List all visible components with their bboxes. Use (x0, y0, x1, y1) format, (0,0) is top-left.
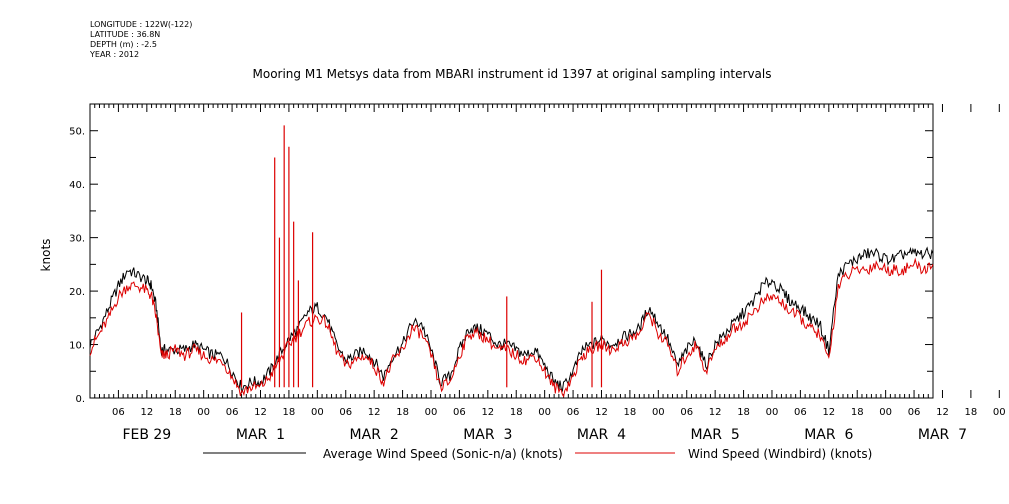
series-line-0 (89, 246, 934, 395)
x-tick-label: 12 (481, 407, 494, 418)
x-day-label: MAR 6 (804, 427, 853, 443)
x-day-label: MAR 2 (350, 427, 399, 443)
x-tick-label: 00 (879, 407, 892, 418)
x-day-label: MAR 3 (463, 427, 512, 443)
x-tick-label: 06 (680, 407, 693, 418)
y-tick-label: 10. (69, 341, 85, 352)
x-tick-label: 00 (311, 407, 324, 418)
y-tick-label: 20. (69, 287, 85, 298)
latitude-label: LATITUDE : 36.8N (90, 30, 161, 39)
legend-label: Wind Speed (Windbird) (knots) (688, 447, 872, 461)
x-day-label: MAR 4 (577, 427, 626, 443)
x-tick-label: 00 (538, 407, 551, 418)
x-tick-label: 18 (283, 407, 296, 418)
axis-labels: 06 12 18 00 06 12 18 00 06 12 18 00 06 12 18 00 06 12 18 00… (69, 127, 1006, 443)
x-tick-label: 12 (140, 407, 153, 418)
x-tick-label: 06 (453, 407, 466, 418)
legend-label: Average Wind Speed (Sonic-n/a) (knots) (323, 447, 563, 461)
y-tick-label: 40. (69, 180, 85, 191)
year-label: YEAR : 2012 (90, 50, 140, 59)
x-day-label: FEB 29 (122, 427, 171, 443)
x-tick-label: 18 (737, 407, 750, 418)
x-tick-label: 18 (510, 407, 523, 418)
depth-label: DEPTH (m) : -2.5 (90, 40, 157, 49)
y-axis-title: knots (39, 239, 53, 272)
x-tick-label: 12 (368, 407, 381, 418)
x-day-label: MAR 1 (236, 427, 285, 443)
longitude-label: LONGITUDE : 122W(-122) (90, 20, 193, 29)
x-tick-label: 06 (112, 407, 125, 418)
series-line-1 (89, 257, 934, 398)
x-tick-label: 12 (936, 407, 949, 418)
series-layer (89, 125, 934, 398)
chart-title: Mooring M1 Metsys data from MBARI instru… (252, 67, 772, 81)
x-tick-label: 00 (766, 407, 779, 418)
x-tick-label: 00 (652, 407, 665, 418)
station-metadata: LONGITUDE : 122W(-122) LATITUDE : 36.8N … (90, 20, 192, 60)
x-tick-label: 06 (226, 407, 239, 418)
y-tick-label: 30. (69, 234, 85, 245)
x-tick-label: 18 (851, 407, 864, 418)
x-tick-label: 18 (965, 407, 978, 418)
x-tick-label: 12 (709, 407, 722, 418)
x-tick-label: 18 (169, 407, 182, 418)
x-tick-label: 12 (595, 407, 608, 418)
x-tick-label: 06 (339, 407, 352, 418)
x-day-label: MAR 5 (691, 427, 740, 443)
x-tick-label: 06 (567, 407, 580, 418)
x-tick-label: 00 (993, 407, 1006, 418)
x-tick-label: 00 (197, 407, 210, 418)
x-tick-label: 06 (794, 407, 807, 418)
y-tick-label: 0. (75, 394, 85, 405)
x-tick-label: 18 (396, 407, 409, 418)
x-tick-label: 12 (254, 407, 267, 418)
x-tick-label: 12 (822, 407, 835, 418)
x-tick-label: 00 (425, 407, 438, 418)
legend: Average Wind Speed (Sonic-n/a) (knots) Wi… (203, 447, 872, 461)
x-tick-label: 18 (624, 407, 637, 418)
x-day-label: MAR 7 (918, 427, 967, 443)
axis-ticks (90, 103, 1000, 399)
y-tick-label: 50. (69, 127, 85, 138)
x-tick-label: 06 (908, 407, 921, 418)
